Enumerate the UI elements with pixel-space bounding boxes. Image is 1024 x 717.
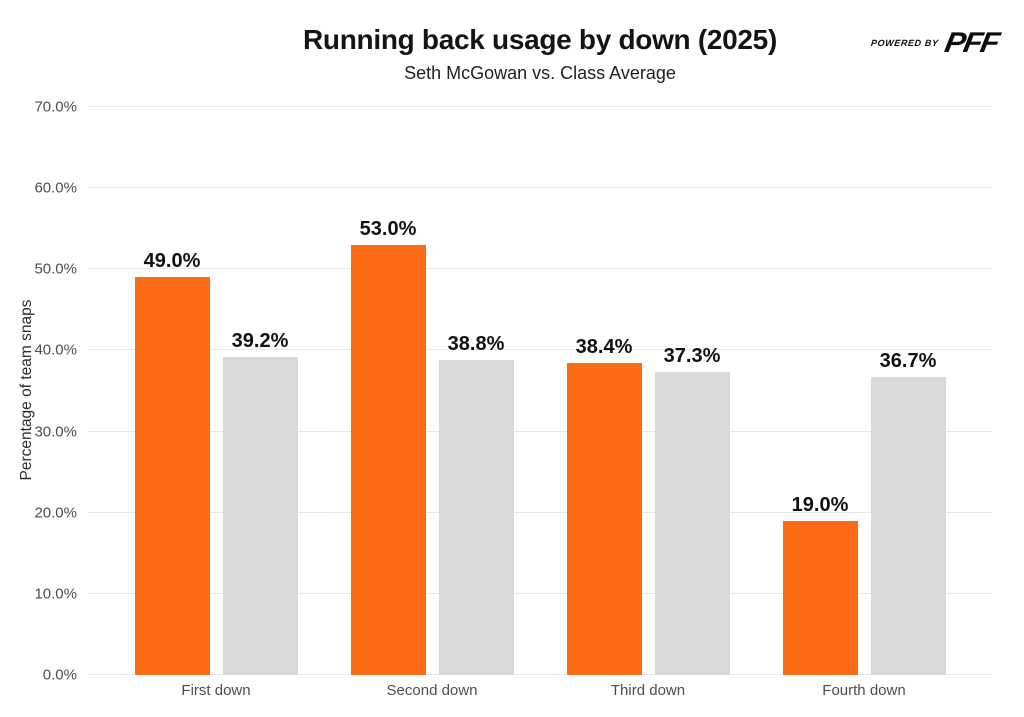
- y-tick-label: 30.0%: [34, 423, 77, 441]
- y-tick-label: 0.0%: [42, 666, 77, 684]
- gridline: [88, 430, 992, 432]
- y-axis-title: Percentage of team snaps: [18, 299, 35, 481]
- chart-title: Running back usage by down (2025): [303, 24, 777, 55]
- bar-group-first-down: 49.0% 39.2%: [134, 107, 298, 675]
- bar-class-average-first-down: 39.2%: [222, 330, 298, 675]
- bar-class-average-third-down: 37.3%: [654, 345, 730, 675]
- pff-wordmark-icon: PFF: [942, 26, 1001, 59]
- gridline: [88, 187, 992, 189]
- bar-value-label: 38.4%: [575, 336, 633, 359]
- chart-header: Running back usage by down (2025) Seth M…: [88, 24, 992, 84]
- y-tick-label: 70.0%: [34, 98, 77, 116]
- x-axis-labels: First down Second down Third down Fourth do…: [88, 682, 992, 699]
- bar-group-second-down: 53.0% 38.8%: [350, 107, 514, 675]
- y-tick-label: 60.0%: [34, 179, 77, 197]
- bar-value-label: 36.7%: [879, 350, 937, 373]
- bar-seth-mcgowan-fourth-down: 19.0%: [782, 494, 858, 675]
- bar-value-label: 19.0%: [791, 493, 849, 516]
- bar-group-third-down: 38.4% 37.3%: [566, 107, 730, 675]
- gridline: [88, 268, 992, 270]
- bar-value-label: 39.2%: [231, 329, 289, 352]
- bar-value-label: 37.3%: [663, 345, 721, 368]
- gridline: [88, 592, 992, 594]
- bar-value-label: 49.0%: [143, 250, 201, 273]
- pff-logo: POWERED BY PFF: [870, 26, 1001, 59]
- bar-class-average-second-down: 38.8%: [438, 333, 514, 675]
- plot-area: 0.0% 10.0% 20.0% 30.0% 40.0% 50.0% 60.0% 70.0% 4…: [34, 99, 992, 684]
- y-tick-label: 40.0%: [34, 341, 77, 359]
- gridline: [88, 674, 992, 675]
- x-axis-label-third-down: Third down: [610, 682, 686, 699]
- bar-value-label: 38.8%: [447, 333, 505, 356]
- bar-groups: 49.0% 39.2% 53.0% 38.8% 38.4% 37.3% 19.0% 36.7%: [88, 107, 992, 675]
- x-axis-label-first-down: First down: [181, 682, 251, 699]
- x-axis-label-second-down: Second down: [386, 682, 478, 699]
- bar-seth-mcgowan-second-down: 53.0%: [350, 218, 426, 675]
- chart-subtitle: Seth McGowan vs. Class Average: [404, 62, 676, 83]
- bar-class-average-fourth-down: 36.7%: [870, 350, 946, 675]
- y-tick-label: 20.0%: [34, 504, 77, 522]
- bar-group-fourth-down: 19.0% 36.7%: [782, 107, 946, 675]
- gridline: [88, 511, 992, 513]
- gridline: [88, 106, 992, 107]
- bar-seth-mcgowan-first-down: 49.0%: [134, 250, 210, 675]
- x-axis-label-fourth-down: Fourth down: [822, 682, 906, 699]
- powered-by-label: POWERED BY: [870, 38, 939, 49]
- bar-seth-mcgowan-third-down: 38.4%: [566, 336, 642, 675]
- y-tick-label: 10.0%: [34, 585, 77, 603]
- bar-value-label: 53.0%: [359, 217, 417, 240]
- gridline: [88, 349, 992, 351]
- y-tick-label: 50.0%: [34, 260, 77, 278]
